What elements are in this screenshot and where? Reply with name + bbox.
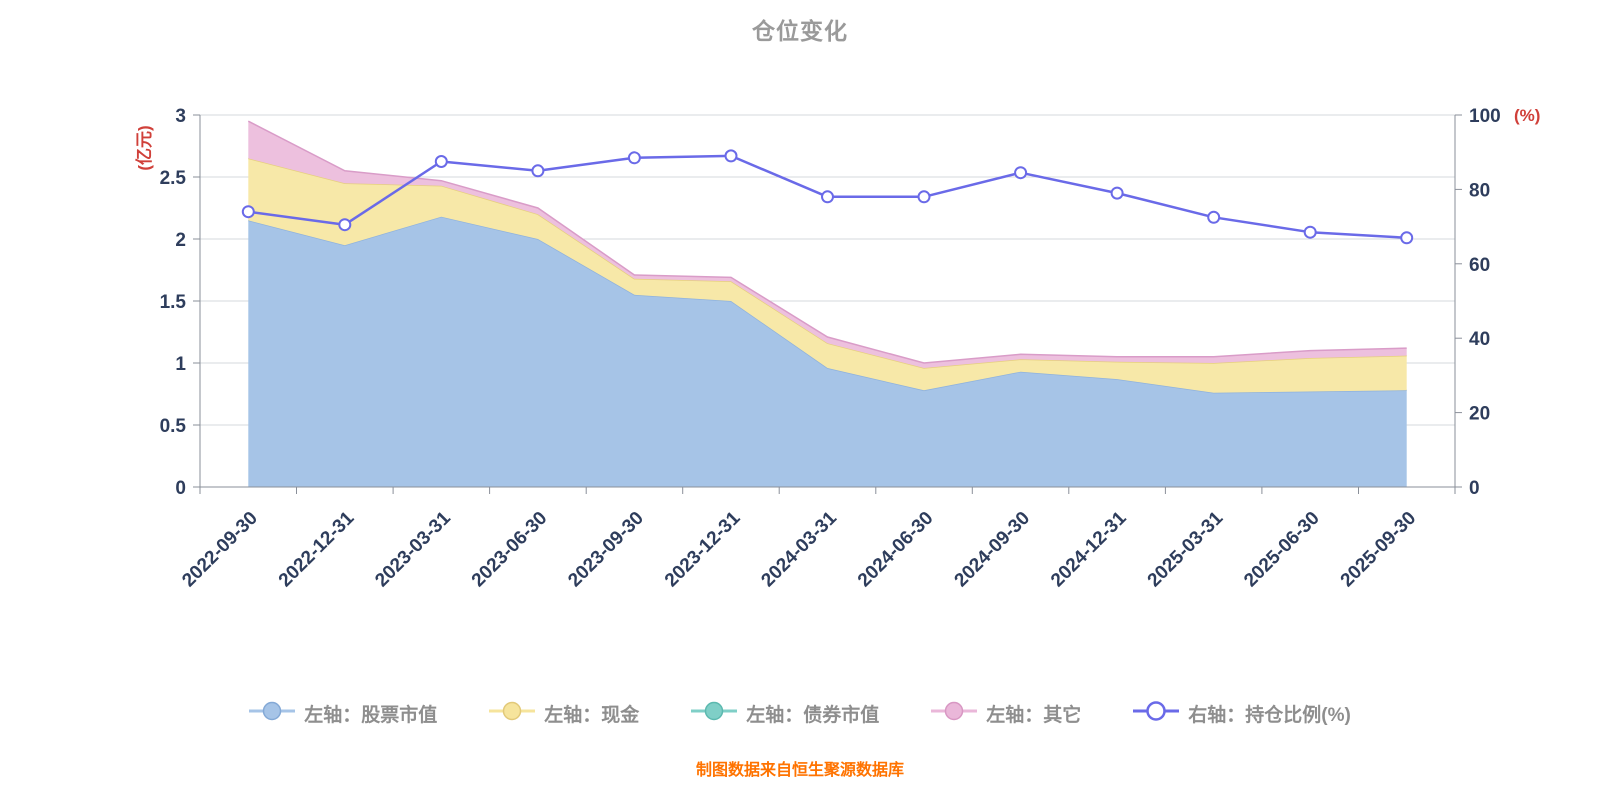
axis-tick-labels: 0 0.5 1 1.5 2 2.5 3 0 20 40 60 80 100: [160, 106, 1501, 499]
axes: [193, 114, 1462, 494]
ratio-marker[interactable]: [434, 155, 448, 168]
x-axis-label: 2025-09-30: [1337, 508, 1421, 592]
legend-label: 右轴：持仓比例(%): [1188, 705, 1351, 726]
left-axis-tick-label: 2: [175, 230, 186, 251]
chart-legend: 左轴：股票市值 左轴：现金 左轴：债券市值 左轴：其它 右轴：持仓比例(%): [0, 700, 1600, 727]
ratio-marker[interactable]: [338, 218, 352, 232]
stock-legend-marker-icon: [249, 700, 296, 727]
legend-label: 左轴：股票市值: [304, 705, 438, 726]
ratio-marker[interactable]: [1207, 210, 1221, 224]
area-stock: [248, 216, 1407, 487]
x-axis-label: 2023-12-31: [661, 507, 745, 591]
right-axis-name: (%): [1514, 106, 1540, 125]
legend-item-other[interactable]: 左轴：其它: [931, 700, 1081, 727]
x-axis-label: 2024-09-30: [951, 508, 1035, 592]
left-axis-tick-label: 0: [175, 478, 186, 499]
legend-item-stock[interactable]: 左轴：股票市值: [249, 700, 437, 727]
right-axis-tick-label: 100: [1469, 106, 1501, 127]
ratio-marker[interactable]: [1400, 231, 1414, 245]
right-axis-tick-label: 80: [1469, 180, 1490, 201]
legend-item-bond[interactable]: 左轴：债券市值: [691, 700, 879, 727]
legend-label: 左轴：现金: [544, 705, 640, 726]
x-axis-label: 2024-03-31: [757, 507, 841, 591]
legend-label: 左轴：债券市值: [746, 705, 880, 726]
left-axis-tick-label: 1.5: [160, 292, 187, 313]
ratio-marker[interactable]: [627, 151, 641, 165]
position-change-chart: 0 0.5 1 1.5 2 2.5 3 0 20 40 60 80 100 2022-09-30 2022-…: [134, 106, 1540, 591]
x-axis-label: 2025-06-30: [1240, 508, 1324, 592]
ratio-marker[interactable]: [1014, 166, 1028, 180]
chart-title: 仓位变化: [752, 18, 848, 44]
ratio-legend-marker-icon: [1133, 700, 1180, 727]
ratio-marker[interactable]: [917, 190, 931, 204]
right-axis-tick-label: 40: [1469, 329, 1490, 350]
right-axis-tick-label: 60: [1469, 255, 1490, 276]
area-edge-other: [247, 120, 1407, 364]
left-axis-name: (亿元): [134, 125, 154, 170]
ratio-marker[interactable]: [531, 164, 545, 178]
x-axis-label: 2022-09-30: [178, 508, 262, 592]
x-axis-label: 2025-03-31: [1144, 507, 1228, 591]
bond-legend-marker-icon: [691, 700, 738, 727]
ratio-marker[interactable]: [1110, 186, 1124, 200]
x-axis-label: 2024-06-30: [854, 508, 938, 592]
right-axis-tick-label: 20: [1469, 404, 1490, 425]
cash-legend-marker-icon: [489, 700, 536, 727]
x-axis-label: 2023-03-31: [371, 507, 455, 591]
x-axis-labels: 2022-09-30 2022-12-31 2023-03-31 2023-06-30…: [178, 507, 1420, 591]
left-axis-tick-label: 1: [175, 354, 186, 375]
data-source-note: 制图数据来自恒生聚源数据库: [695, 762, 904, 779]
ratio-marker[interactable]: [241, 205, 255, 219]
area-cash: [248, 158, 1407, 393]
left-axis-tick-label: 2.5: [160, 168, 187, 189]
x-axis-label: 2023-06-30: [468, 508, 552, 592]
legend-item-cash[interactable]: 左轴：现金: [489, 700, 639, 727]
legend-label: 左轴：其它: [986, 705, 1082, 726]
right-axis-tick-label: 0: [1469, 478, 1480, 499]
x-axis-label: 2024-12-31: [1047, 507, 1131, 591]
left-axis-tick-label: 0.5: [160, 416, 187, 437]
x-axis-label: 2022-12-31: [275, 507, 359, 591]
line-series-ratio: [241, 149, 1414, 245]
stacked-areas: [247, 120, 1407, 487]
legend-item-ratio[interactable]: 右轴：持仓比例(%): [1133, 700, 1351, 727]
ratio-marker[interactable]: [724, 149, 738, 163]
x-axis-label: 2023-09-30: [564, 508, 648, 592]
other-legend-marker-icon: [931, 700, 978, 727]
ratio-marker[interactable]: [821, 190, 834, 204]
ratio-marker[interactable]: [1303, 225, 1317, 239]
left-axis-tick-label: 3: [175, 106, 186, 127]
